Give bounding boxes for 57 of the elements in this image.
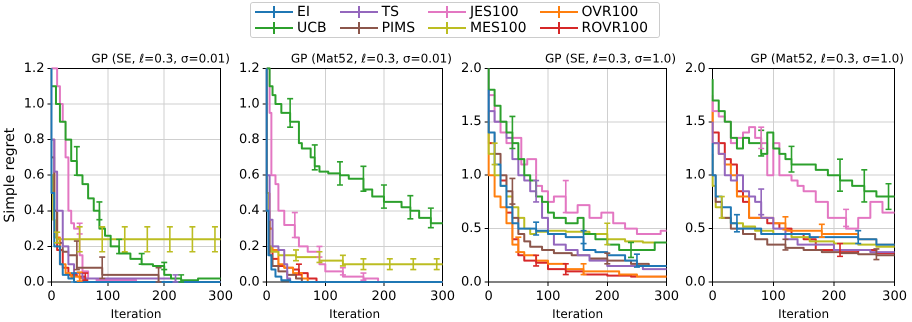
legend-label: EI bbox=[297, 4, 310, 20]
x-tick-label: 100 bbox=[95, 289, 120, 304]
y-tick-label: 1.0 bbox=[460, 168, 482, 183]
legend-label: TS bbox=[382, 4, 400, 20]
x-tick-label: 300 bbox=[882, 289, 908, 304]
x-tick-label: 0 bbox=[484, 289, 493, 304]
y-tick-label: 0.0 bbox=[238, 274, 260, 290]
y-tick-label: 0.0 bbox=[684, 274, 706, 290]
chart-title: GP (Mat52, ℓ=0.3, σ=0.01) bbox=[290, 51, 452, 66]
y-tick-label: 0.5 bbox=[684, 220, 706, 236]
y-tick-label: 1.2 bbox=[24, 60, 44, 76]
y-tick-label: 0.6 bbox=[24, 168, 44, 183]
y-tick-label: 1.5 bbox=[684, 114, 706, 130]
y-tick-label: 0.4 bbox=[238, 203, 260, 218]
y-tick-label: 1.0 bbox=[238, 96, 260, 112]
x-tick-label: 100 bbox=[312, 289, 338, 304]
x-axis-title: Iteration bbox=[778, 306, 830, 321]
chart-title: GP (Mat52, ℓ=0.3, σ=1.0) bbox=[750, 51, 904, 66]
y-tick-label: 2.0 bbox=[460, 60, 482, 76]
y-tick-label: 1.0 bbox=[24, 96, 44, 112]
legend-label: MES100 bbox=[470, 20, 527, 36]
x-tick-label: 0 bbox=[47, 289, 56, 304]
x-tick-label: 300 bbox=[654, 289, 680, 304]
x-tick-label: 300 bbox=[430, 289, 456, 304]
y-tick-label: 0.0 bbox=[460, 274, 482, 290]
x-tick-label: 200 bbox=[594, 289, 620, 304]
y-tick-label: 0.2 bbox=[238, 238, 260, 254]
legend-label: OVR100 bbox=[582, 4, 638, 20]
chart-title: GP (SE, ℓ=0.3, σ=0.01) bbox=[91, 51, 230, 66]
x-tick-label: 100 bbox=[760, 289, 786, 304]
y-tick-label: 0.8 bbox=[238, 132, 260, 147]
y-tick-label: 0.0 bbox=[24, 274, 44, 290]
legend-label: JES100 bbox=[470, 4, 519, 20]
x-tick-label: 0 bbox=[262, 289, 271, 304]
y-axis-title: Simple regret bbox=[2, 127, 18, 223]
x-tick-label: 200 bbox=[822, 289, 846, 304]
y-tick-label: 0.4 bbox=[24, 203, 44, 218]
legend-label: PIMS bbox=[382, 20, 416, 36]
x-tick-label: 100 bbox=[536, 289, 560, 304]
y-tick-label: 0.6 bbox=[238, 168, 260, 183]
chart-title: GP (SE, ℓ=0.3, σ=1.0) bbox=[544, 51, 676, 66]
x-tick-label: 200 bbox=[152, 289, 177, 304]
y-tick-label: 1.5 bbox=[460, 114, 482, 130]
x-tick-label: 200 bbox=[372, 289, 396, 304]
y-tick-label: 2.0 bbox=[684, 60, 706, 76]
y-tick-label: 1.0 bbox=[684, 168, 706, 183]
x-axis-title: Iteration bbox=[552, 306, 604, 321]
x-axis-title: Iteration bbox=[329, 306, 380, 321]
y-tick-label: 1.2 bbox=[238, 60, 260, 76]
x-tick-label: 0 bbox=[708, 289, 717, 304]
y-tick-label: 0.5 bbox=[460, 220, 482, 236]
y-tick-label: 0.2 bbox=[24, 238, 44, 254]
x-axis-title: Iteration bbox=[110, 306, 162, 321]
legend-label: ROVR100 bbox=[582, 20, 648, 36]
y-tick-label: 0.8 bbox=[24, 132, 44, 147]
x-tick-label: 300 bbox=[208, 289, 234, 304]
legend-label: UCB bbox=[297, 20, 327, 36]
